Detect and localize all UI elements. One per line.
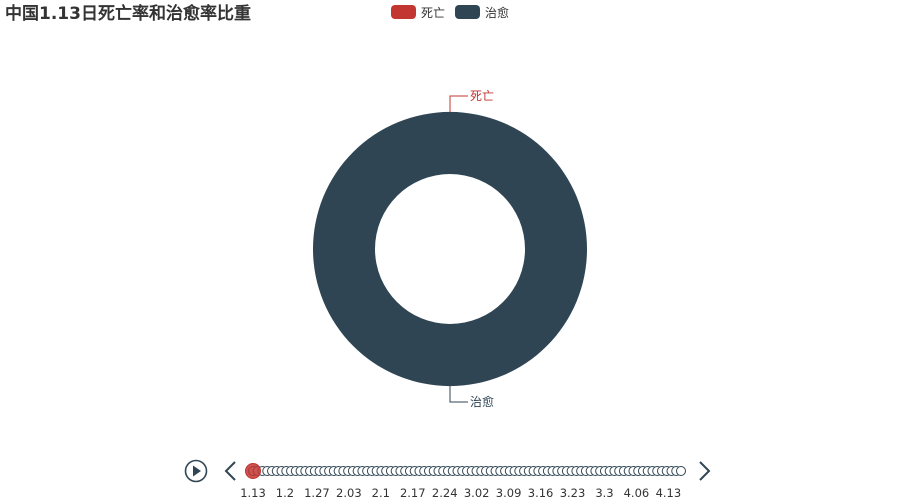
timeline-label: 3.23 — [560, 486, 586, 500]
timeline-label: 2.03 — [336, 486, 362, 500]
play-triangle — [193, 465, 201, 477]
donut-slices — [312, 111, 587, 387]
timeline-label: 1.2 — [276, 486, 294, 500]
timeline-label: 4.13 — [656, 486, 682, 500]
legend-swatch-cured — [455, 5, 481, 19]
legend-label-death: 死亡 — [421, 5, 446, 20]
timeline-label: 3.16 — [528, 486, 554, 500]
slice-label-1: 治愈 — [470, 394, 494, 409]
slice-leader-0 — [449, 95, 468, 112]
legend-label-cured: 治愈 — [485, 5, 510, 20]
legend: 死亡 治愈 — [391, 4, 509, 20]
chart-title: 中国1.13日死亡率和治愈率比重 — [5, 4, 251, 24]
legend-item-cured[interactable]: 治愈 — [455, 4, 509, 21]
timeline-label: 3.09 — [496, 486, 522, 500]
chevron-right-icon[interactable] — [699, 461, 711, 481]
timeline-label: 4.06 — [624, 486, 650, 500]
slice-leader-1 — [449, 386, 468, 403]
slice-label-0: 死亡 — [470, 89, 494, 103]
timeline-label: 3.02 — [464, 486, 490, 500]
timeline-label: 1.27 — [304, 486, 330, 500]
timeline-label: 1.13 — [240, 486, 266, 500]
timeline-labels: 1.13 1.2 1.27 2.03 2.1 2.17 2.24 3.02 3.09 3.16 3.… — [240, 486, 681, 500]
timeline-label: 2.17 — [400, 486, 426, 500]
legend-item-death[interactable]: 死亡 — [391, 4, 445, 21]
timeline-current-handle[interactable] — [245, 463, 261, 479]
timeline-label: 2.24 — [432, 486, 458, 500]
timeline-point[interactable] — [676, 466, 686, 476]
legend-swatch-death — [391, 5, 416, 19]
timeline-label: 3.3 — [595, 486, 613, 500]
timeline-points — [248, 466, 686, 476]
timeline-label: 2.1 — [372, 486, 390, 500]
slice-1[interactable] — [312, 111, 587, 387]
play-button[interactable] — [184, 459, 208, 483]
chevron-left-icon[interactable] — [224, 461, 236, 481]
